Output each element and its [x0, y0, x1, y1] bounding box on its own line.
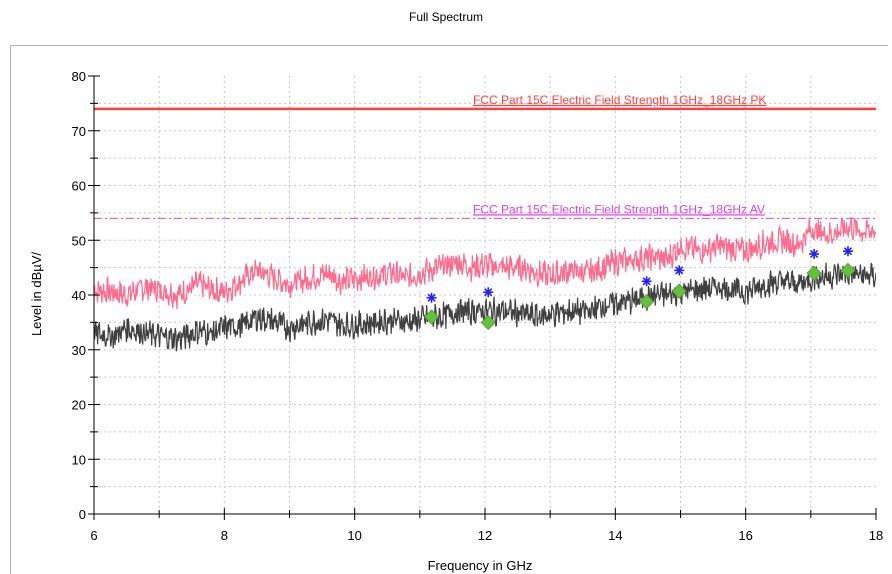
diamond-marker — [423, 309, 440, 325]
y-tick-label: 60 — [72, 179, 86, 194]
chart-title: Full Spectrum — [408, 10, 484, 24]
series-line-1 — [94, 217, 876, 310]
x-axis-title: Frequency in GHz — [428, 558, 533, 573]
axis-layer: 0 10 20 30 40 50 60 70 80 6 8 10 12 14 16 18 — [72, 69, 884, 543]
limit-label-pk: FCC Part 15C Electric Field Strength 1GH… — [473, 93, 766, 107]
x-tick-label: 16 — [738, 528, 752, 543]
series-line-2 — [94, 262, 876, 352]
y-tick-label: 70 — [72, 124, 86, 139]
marker-layer — [423, 246, 856, 330]
y-tick-label: 10 — [72, 452, 86, 467]
limit-label-av: FCC Part 15C Electric Field Strength 1GH… — [473, 202, 765, 216]
y-tick-label: 0 — [79, 507, 86, 522]
asterisk-marker — [483, 287, 494, 298]
x-tick-label: 6 — [90, 528, 97, 543]
diamond-marker — [806, 265, 822, 281]
x-tick-label: 10 — [347, 528, 361, 543]
x-tick-label: 8 — [221, 528, 228, 543]
diamond-marker — [639, 294, 655, 310]
x-tick-label: 12 — [478, 528, 492, 543]
diamond-marker — [480, 314, 496, 330]
asterisk-marker — [641, 276, 652, 287]
y-tick-label: 40 — [72, 288, 86, 303]
asterisk-marker — [426, 292, 437, 303]
x-tick-label: 18 — [869, 528, 883, 543]
y-axis-title: Level in dBµV/ — [29, 252, 44, 336]
diamond-marker — [840, 262, 856, 278]
limit-layer: FCC Part 15C Electric Field Strength 1GH… — [94, 93, 876, 219]
y-tick-label: 30 — [72, 343, 86, 358]
y-tick-label: 50 — [72, 233, 86, 248]
x-tick-label: 14 — [608, 528, 622, 543]
y-tick-label: 20 — [72, 398, 86, 413]
asterisk-marker — [842, 246, 853, 257]
asterisk-marker — [674, 265, 685, 276]
asterisk-marker — [809, 248, 820, 259]
chart-frame — [10, 45, 888, 574]
series-layer — [94, 217, 876, 352]
y-tick-label: 80 — [72, 69, 86, 84]
diamond-marker — [671, 283, 687, 299]
